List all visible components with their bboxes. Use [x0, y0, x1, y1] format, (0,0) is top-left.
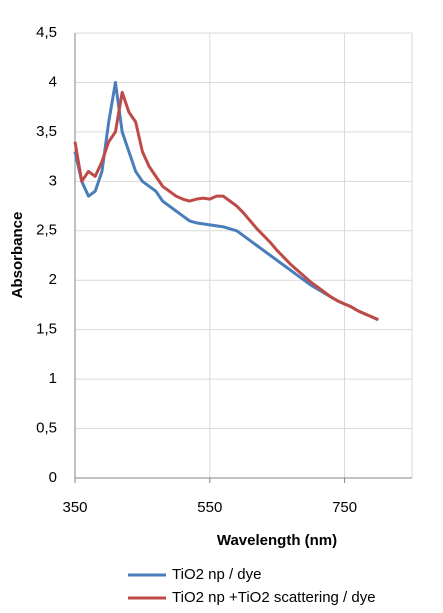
y-tick-label: 2	[49, 271, 57, 288]
x-tick-label: 350	[62, 499, 87, 516]
y-tick-label: 0,5	[36, 420, 57, 437]
y-tick-label: 2,5	[36, 222, 57, 239]
y-tick-label: 0	[49, 469, 57, 486]
y-tick-label: 3	[49, 172, 57, 189]
y-tick-label: 4	[49, 73, 57, 90]
data-line	[73, 80, 379, 322]
y-tick-label: 1,5	[36, 321, 57, 338]
data-line	[73, 90, 379, 322]
x-tick-label: 550	[197, 499, 222, 516]
legend-label: TiO2 np / dye	[172, 566, 262, 583]
y-tick-label: 4,5	[36, 24, 57, 41]
x-axis-title: Wavelength (nm)	[217, 532, 337, 549]
y-tick-label: 1	[49, 370, 57, 387]
y-axis-title: Absorbance	[9, 212, 26, 299]
x-tick-label: 750	[332, 499, 357, 516]
legend-label: TiO2 np +TiO2 scattering / dye	[172, 589, 376, 606]
y-tick-label: 3,5	[36, 123, 57, 140]
